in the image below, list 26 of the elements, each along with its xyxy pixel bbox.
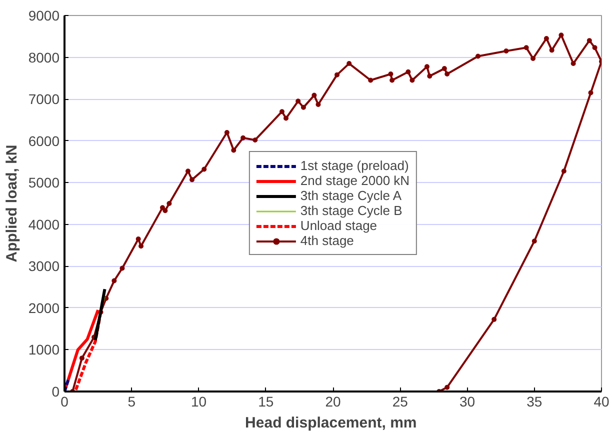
- legend-label: 2nd stage 2000 kN: [300, 173, 410, 188]
- x-tick-label: 5: [128, 394, 136, 410]
- legend-label: 3th stage Cycle A: [300, 188, 402, 203]
- y-tick-label: 2000: [28, 300, 60, 316]
- x-tick-label: 35: [526, 394, 542, 410]
- y-tick-label: 6000: [28, 132, 60, 149]
- y-tick-label: 3000: [28, 258, 60, 274]
- y-tick-label: 8000: [28, 49, 60, 66]
- x-axis-title: Head displacement, mm: [245, 414, 417, 432]
- x-tick-label: 30: [459, 394, 476, 410]
- x-tick-label: 10: [190, 394, 207, 410]
- y-tick-label: 4000: [28, 216, 60, 232]
- x-tick-label: 40: [594, 394, 610, 410]
- legend-label: 1st stage (preload): [300, 158, 409, 173]
- legend-label: Unload stage: [300, 218, 378, 233]
- y-tick-label: 7000: [28, 91, 60, 108]
- x-tick-label: 20: [325, 394, 341, 410]
- legend-label: 3th stage Cycle B: [300, 203, 402, 218]
- legend-label: 4th stage: [300, 233, 354, 248]
- y-tick-label: 1000: [28, 342, 60, 358]
- y-tick-label: 5000: [28, 174, 60, 191]
- y-axis-title: Applied load, kN: [3, 144, 20, 262]
- y-tick-label: 9000: [28, 8, 60, 24]
- x-tick-label: 25: [392, 394, 408, 410]
- x-tick-label: 15: [258, 394, 274, 410]
- y-tick-label: 0: [52, 384, 60, 400]
